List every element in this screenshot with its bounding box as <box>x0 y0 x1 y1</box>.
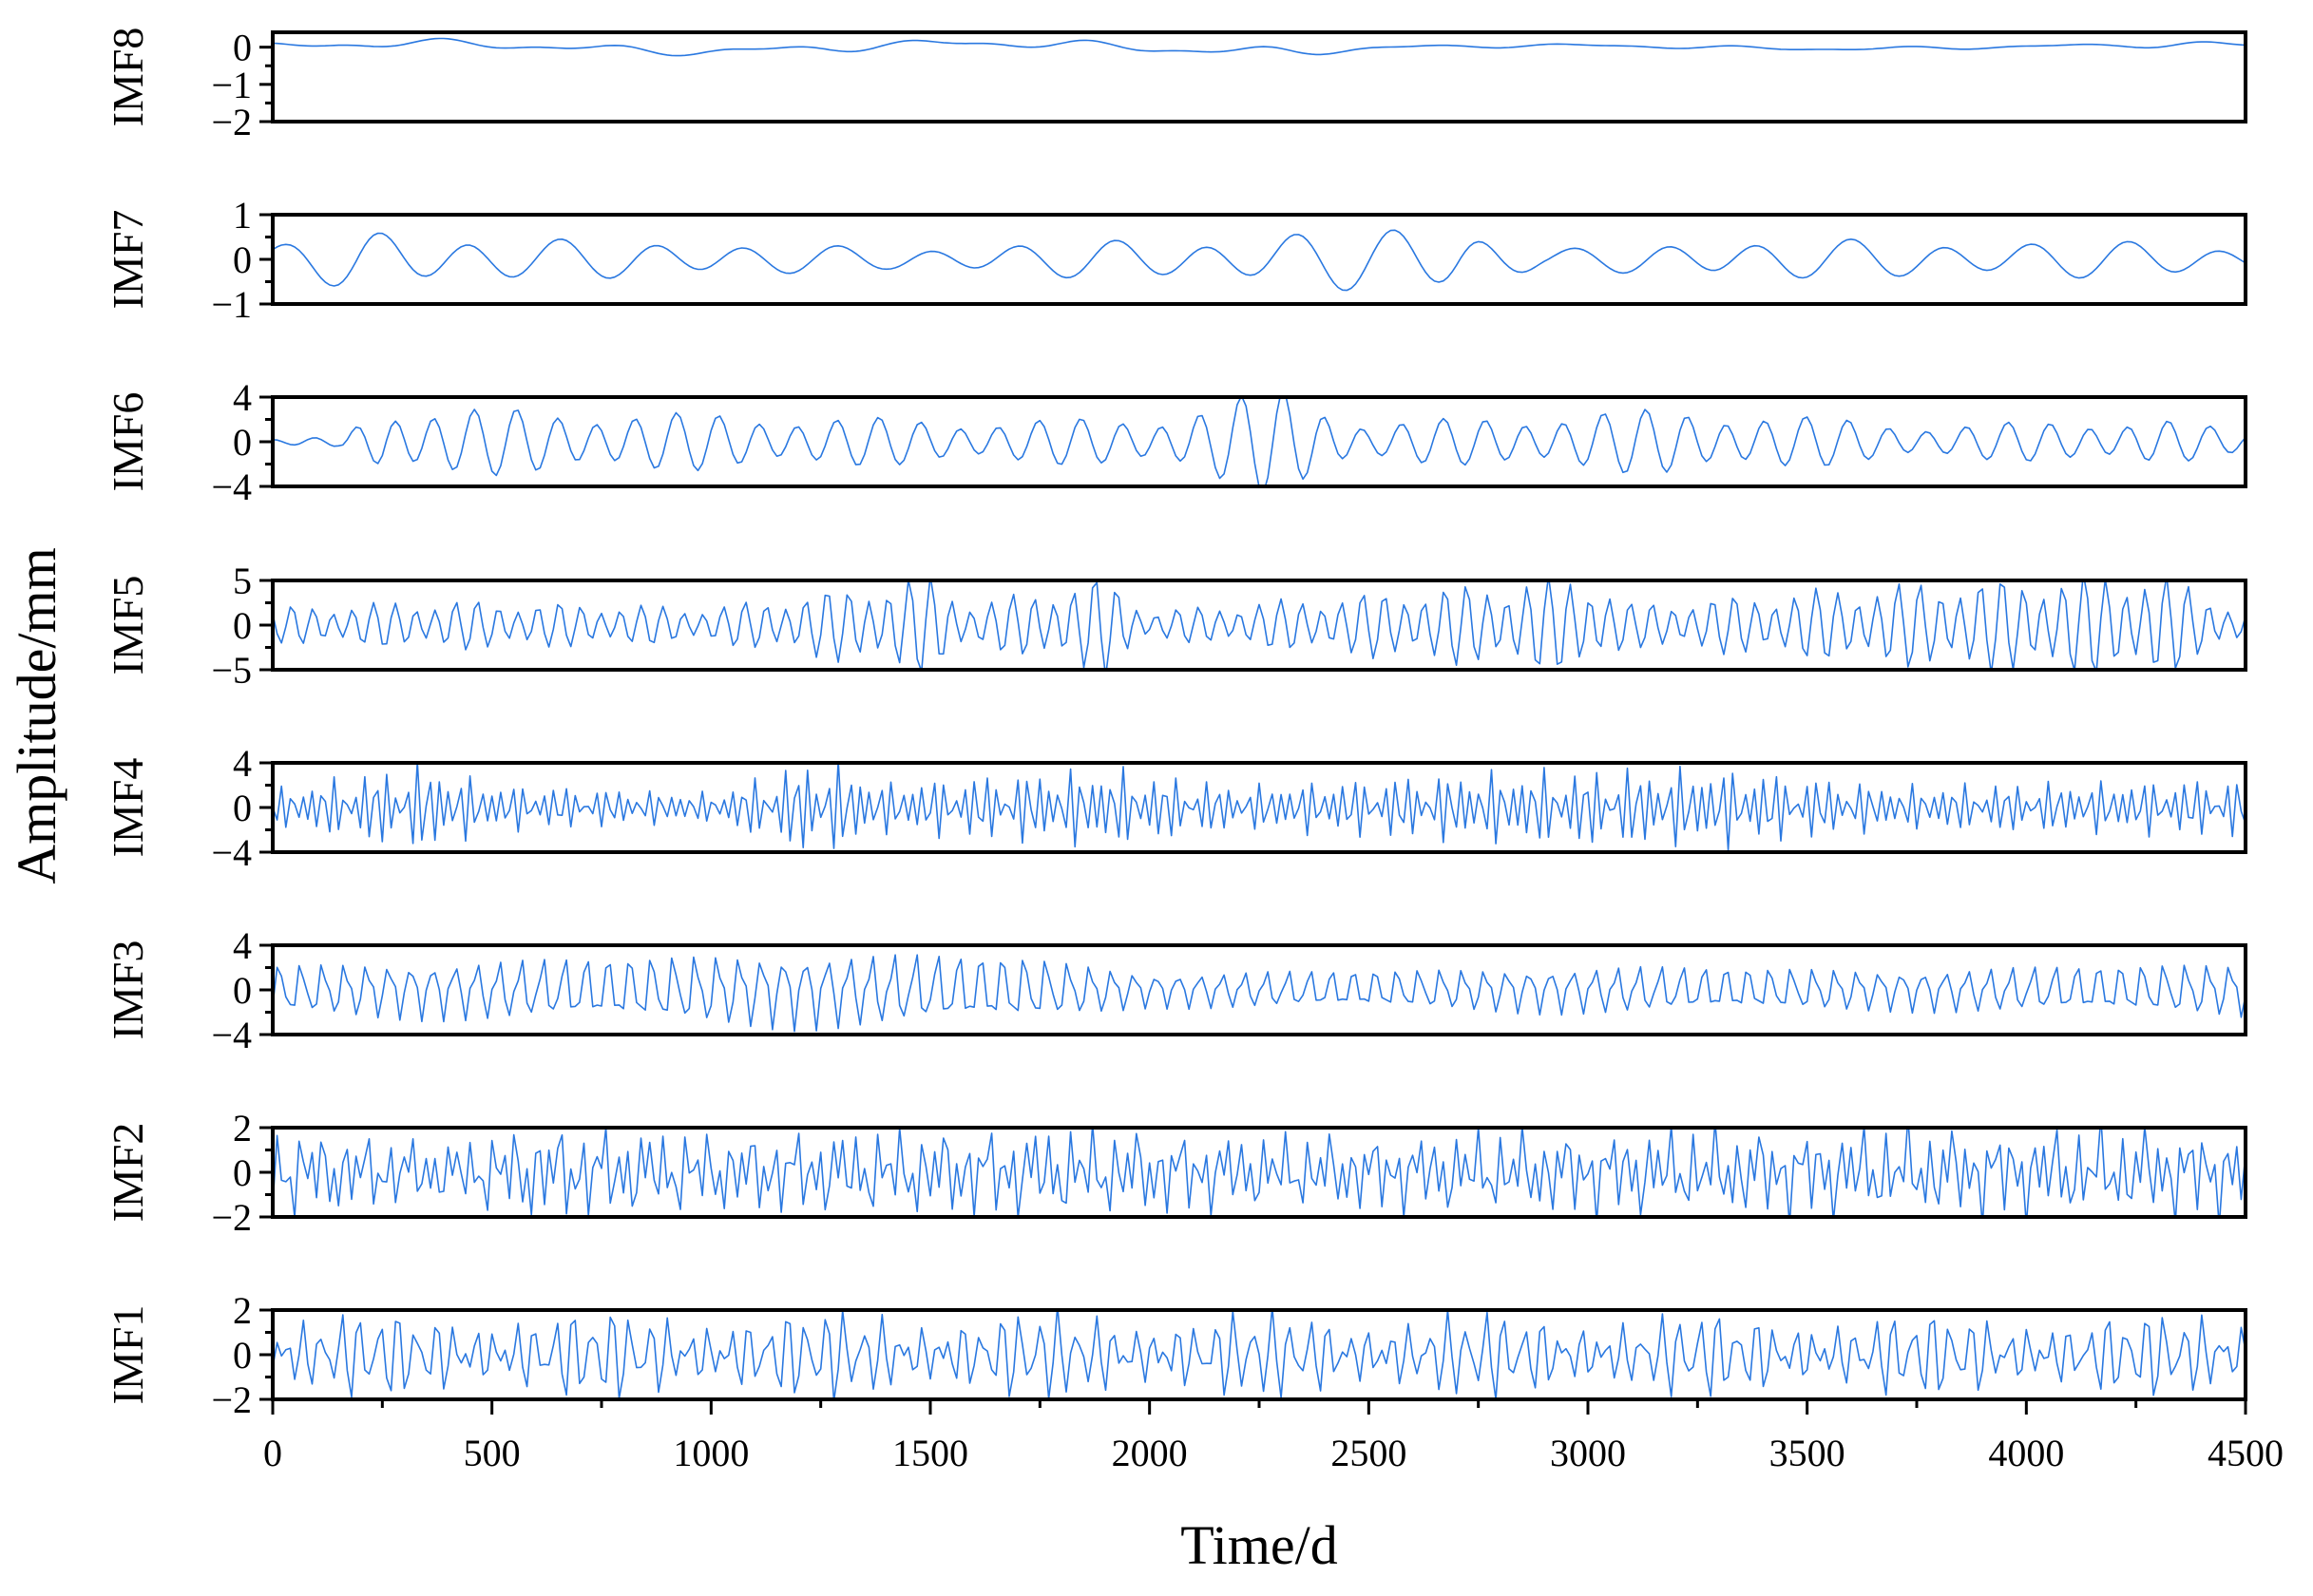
series-line-imf2 <box>273 1128 2246 1217</box>
panel-label-imf4: IMF4 <box>104 758 152 858</box>
y-tick-label: −4 <box>211 831 252 874</box>
panel-imf1: 20−2 IMF1 <box>104 1289 2247 1421</box>
panel-frame <box>271 213 2247 306</box>
y-tick-label: −2 <box>211 1196 252 1239</box>
panel-imf7: 10−1 IMF7 <box>104 194 2247 326</box>
x-tick-label: 2000 <box>1112 1432 1188 1474</box>
x-tick-label: 1500 <box>892 1432 968 1474</box>
y-tick-label: −2 <box>211 1378 252 1421</box>
y-tick-label: −1 <box>211 64 252 106</box>
x-tick-label: 4000 <box>1988 1432 2064 1474</box>
panel-imf8: 0−1−2 IMF8 <box>104 27 2247 143</box>
panel-label-imf6: IMF6 <box>104 392 152 492</box>
y-tick-label: 4 <box>233 376 252 419</box>
panel-label-imf5: IMF5 <box>104 576 152 675</box>
y-tick-label: 0 <box>233 27 252 69</box>
y-tick-label: −4 <box>211 1014 252 1056</box>
panels-group: 0−1−2IMF810−1IMF740−4IMF650−5IMF540−4IMF… <box>104 27 2247 1421</box>
panel-imf3: 40−4 IMF3 <box>104 924 2247 1056</box>
series-line-imf1 <box>273 1310 2246 1399</box>
panel-label-imf8: IMF8 <box>104 28 152 127</box>
panel-label-imf3: IMF3 <box>104 940 152 1040</box>
y-tick-label: 5 <box>233 560 252 602</box>
x-tick-label: 4500 <box>2208 1432 2284 1474</box>
x-tick-label: 500 <box>464 1432 521 1474</box>
panel-frame <box>271 579 2247 672</box>
y-tick-label: 1 <box>233 194 252 237</box>
x-tick-label: 3500 <box>1769 1432 1845 1474</box>
panel-label-imf1: IMF1 <box>104 1305 152 1405</box>
x-axis-title: Time/d <box>1180 1514 1337 1576</box>
y-tick-label: −4 <box>211 466 252 508</box>
panel-imf5: 50−5 IMF5 <box>104 560 2247 692</box>
panel-imf6: 40−4 IMF6 <box>104 376 2247 508</box>
y-tick-label: 4 <box>233 924 252 967</box>
y-tick-label: 0 <box>233 238 252 281</box>
y-tick-label: 2 <box>233 1289 252 1332</box>
y-tick-label: 0 <box>233 1334 252 1377</box>
series-line-imf5 <box>273 580 2246 670</box>
y-tick-label: 0 <box>233 787 252 829</box>
x-axis: 0 500 1000 1500 2000 2500 3000 3500 4000 4500 <box>263 1399 2284 1474</box>
panel-label-imf7: IMF7 <box>104 210 152 310</box>
panel-imf2: 20−2 IMF2 <box>104 1107 2247 1239</box>
x-tick-label: 3000 <box>1550 1432 1626 1474</box>
y-tick-label: 0 <box>233 969 252 1012</box>
series-line-imf7 <box>273 229 2246 292</box>
panel-frame <box>271 1126 2247 1219</box>
y-tick-label: 0 <box>233 604 252 647</box>
x-tick-label: 1000 <box>673 1432 749 1474</box>
y-tick-label: 4 <box>233 742 252 785</box>
series-line-imf4 <box>273 763 2246 851</box>
panel-imf4: 40−4 IMF4 <box>104 742 2247 874</box>
panel-frame <box>271 30 2247 124</box>
x-tick-label: 2500 <box>1330 1432 1406 1474</box>
series-line-imf3 <box>273 954 2246 1033</box>
panel-label-imf2: IMF2 <box>104 1123 152 1223</box>
y-axis-title: Amplitude/mm <box>6 547 67 884</box>
y-tick-label: −2 <box>211 101 252 143</box>
y-tick-label: −1 <box>211 283 252 326</box>
y-tick-label: −5 <box>211 649 252 692</box>
y-tick-label: 0 <box>233 421 252 464</box>
series-line-imf8 <box>273 37 2246 57</box>
y-tick-label: 2 <box>233 1107 252 1150</box>
x-tick-label: 0 <box>263 1432 282 1474</box>
y-tick-label: 0 <box>233 1151 252 1194</box>
series-line-imf6 <box>273 397 2246 486</box>
